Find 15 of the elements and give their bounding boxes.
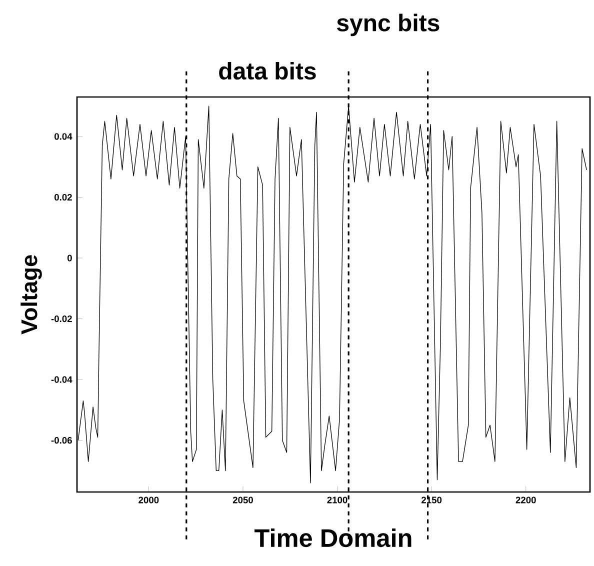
y-tick-label: -0.02 <box>51 316 72 322</box>
x-tick-label: 2150 <box>422 496 442 504</box>
y-tick-label: 0.02 <box>54 194 72 201</box>
y-tick-label: 0 <box>67 254 72 262</box>
x-tick-label: 2200 <box>516 496 536 504</box>
y-tick-label: -0.06 <box>51 437 72 444</box>
y-tick-label: -0.04 <box>51 376 72 383</box>
x-axis-title: Time Domain <box>254 528 412 548</box>
x-tick-label: 2000 <box>138 496 159 504</box>
text: data bits <box>219 62 316 80</box>
x-tick-label: 2050 <box>232 496 253 504</box>
x-tick-label: 2100 <box>327 496 348 504</box>
y-axis-title: Voltage <box>20 255 42 334</box>
y-tick-label: 0.04 <box>54 133 72 140</box>
text: sync bits <box>337 14 440 36</box>
